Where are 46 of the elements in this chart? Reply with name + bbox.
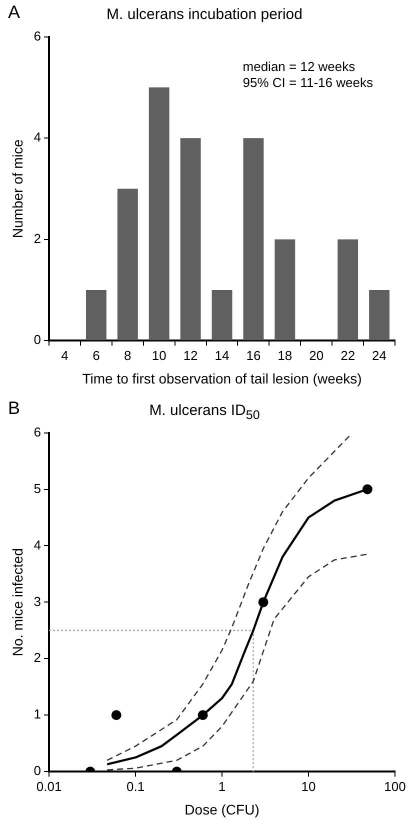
annotation: median = 12 weeks: [242, 58, 356, 74]
y-tick-label: 3: [34, 594, 42, 609]
bar: [369, 290, 390, 340]
y-axis-title: No. mice infected: [9, 548, 26, 656]
bar: [86, 290, 106, 340]
y-tick-label: 4: [34, 537, 42, 552]
x-tick-label: 10: [152, 348, 166, 363]
text: B: [8, 398, 20, 419]
chart-title: M. ulcerans ID$_{50}$: [149, 402, 260, 422]
y-tick-label: 5: [34, 480, 42, 496]
x-tick-label: 100: [384, 778, 406, 794]
x-tick-label: 4: [61, 348, 68, 363]
bar: [117, 188, 138, 340]
y-tick-label: 4: [34, 130, 42, 145]
bar: [212, 290, 232, 340]
text: A: [8, 2, 20, 23]
annotation: 95% CI = 11-16 weeks: [242, 74, 374, 90]
y-tick-label: 6: [34, 424, 42, 440]
bar: [148, 87, 170, 340]
x-tick-label: 8: [124, 348, 132, 363]
x-tick-label: 0.1: [126, 778, 145, 794]
x-axis-title: Time to first observation of tail lesion (weeks): [82, 370, 362, 386]
x-tick-label: 12: [183, 348, 198, 363]
chart-title: M. ulcerans incubation period: [106, 6, 302, 23]
bar: [338, 239, 358, 340]
x-tick-label: 16: [246, 348, 261, 363]
y-tick-label: 0: [34, 763, 42, 778]
y-tick-label: 1: [34, 706, 42, 722]
x-tick-label: 1: [218, 778, 226, 794]
x-tick-label: 0.01: [36, 778, 62, 794]
bar: [274, 239, 296, 340]
x-tick-label: 20: [309, 348, 324, 363]
x-tick-label: 18: [278, 348, 292, 363]
y-tick-label: 6: [34, 28, 42, 44]
x-tick-label: 22: [340, 348, 356, 363]
bar: [180, 138, 201, 340]
x-tick-label: 6: [92, 348, 100, 363]
x-tick-label: 24: [372, 348, 387, 363]
y-tick-label: 0: [34, 332, 42, 348]
x-tick-label: 10: [301, 778, 316, 794]
y-tick-label: 2: [34, 650, 42, 666]
x-axis-title: Dose (CFU): [184, 801, 260, 818]
y-axis-title: Number of mice: [9, 139, 26, 238]
bar: [243, 138, 264, 340]
x-tick-label: 14: [214, 348, 230, 363]
y-tick-label: 2: [34, 230, 42, 246]
